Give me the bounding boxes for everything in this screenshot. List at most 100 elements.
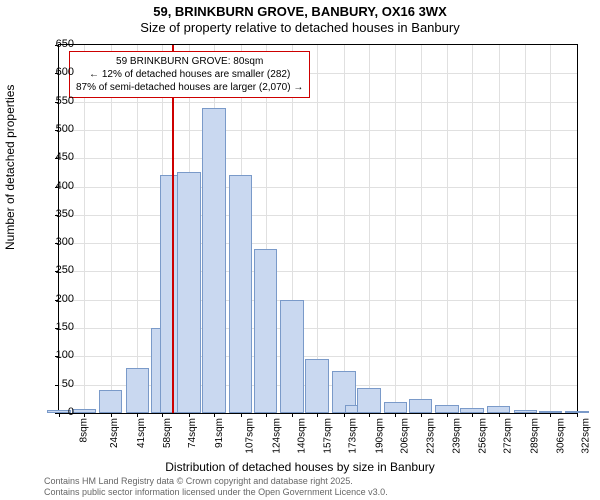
histogram-bar [254,249,277,413]
xtick-label: 140sqm [296,418,307,454]
xtick-label: 223sqm [426,418,437,454]
grid-vertical [421,45,422,413]
xtick-mark [421,413,422,417]
ytick-label: 300 [56,236,74,248]
grid-vertical [111,45,112,413]
xtick-label: 272sqm [503,418,514,454]
xtick-label: 24sqm [109,418,120,448]
xtick-label: 58sqm [162,418,173,448]
histogram-bar [72,409,95,413]
grid-vertical [550,45,551,413]
histogram-bar [514,410,537,413]
grid-vertical [344,45,345,413]
chart-container: 59, BRINKBURN GROVE, BANBURY, OX16 3WX S… [0,0,600,500]
histogram-bar [280,300,303,413]
xtick-mark [84,413,85,417]
ytick-label: 400 [56,180,74,192]
grid-vertical [472,45,473,413]
xtick-mark [266,413,267,417]
footer-attribution: Contains HM Land Registry data © Crown c… [44,476,388,498]
histogram-bar [229,175,252,413]
xtick-label: 256sqm [478,418,489,454]
histogram-bar [305,359,328,413]
ytick-label: 550 [56,95,74,107]
footer-line1: Contains HM Land Registry data © Crown c… [44,476,388,487]
histogram-bar [126,368,149,413]
histogram-bar [460,408,483,413]
xtick-mark [344,413,345,417]
xtick-mark [137,413,138,417]
ytick-label: 250 [56,264,74,276]
xtick-mark [472,413,473,417]
ytick-label: 600 [56,66,74,78]
ytick-label: 500 [56,123,74,135]
grid-vertical [369,45,370,413]
histogram-bar [202,108,225,413]
xtick-mark [550,413,551,417]
grid-vertical [137,45,138,413]
xtick-mark [214,413,215,417]
xtick-mark [292,413,293,417]
xtick-mark [525,413,526,417]
histogram-bar [357,388,380,413]
xtick-label: 289sqm [529,418,540,454]
xtick-mark [111,413,112,417]
xtick-mark [447,413,448,417]
grid-vertical [84,45,85,413]
xtick-label: 74sqm [187,418,198,448]
ytick-label: 200 [56,293,74,305]
ytick-label: 450 [56,151,74,163]
plot-area: 59 BRINKBURN GROVE: 80sqm ← 12% of detac… [58,44,578,414]
xtick-mark [241,413,242,417]
histogram-bar [565,411,588,413]
xtick-label: 107sqm [245,418,256,454]
xtick-mark [577,413,578,417]
histogram-bar [409,399,432,413]
xtick-mark [317,413,318,417]
x-axis-label: Distribution of detached houses by size … [0,460,600,474]
xtick-label: 306sqm [556,418,567,454]
grid-vertical [447,45,448,413]
xtick-label: 8sqm [78,418,89,442]
xtick-mark [162,413,163,417]
annotation-line3: 87% of semi-detached houses are larger (… [76,81,303,94]
ytick-label: 0 [68,406,74,418]
histogram-bar [539,411,562,413]
ytick-mark [55,385,59,386]
ytick-label: 650 [56,38,74,50]
ytick-label: 50 [62,378,74,390]
histogram-bar [177,172,200,413]
chart-title-line1: 59, BRINKBURN GROVE, BANBURY, OX16 3WX [0,4,600,19]
ytick-label: 100 [56,349,74,361]
grid-vertical [317,45,318,413]
xtick-mark [189,413,190,417]
annotation-line2: ← 12% of detached houses are smaller (28… [76,68,303,81]
ytick-label: 150 [56,321,74,333]
xtick-label: 91sqm [214,418,225,448]
annotation-line1: 59 BRINKBURN GROVE: 80sqm [76,55,303,68]
xtick-label: 124sqm [271,418,282,454]
xtick-label: 322sqm [581,418,592,454]
xtick-label: 190sqm [374,418,385,454]
xtick-label: 173sqm [348,418,359,454]
y-axis-label: Number of detached properties [3,85,17,250]
xtick-mark [59,413,60,417]
histogram-bar [384,402,407,413]
grid-vertical [499,45,500,413]
xtick-label: 239sqm [451,418,462,454]
xtick-mark [395,413,396,417]
footer-line2: Contains public sector information licen… [44,487,388,498]
xtick-label: 41sqm [136,418,147,448]
histogram-bar [487,406,510,413]
xtick-mark [499,413,500,417]
xtick-label: 206sqm [399,418,410,454]
grid-vertical [395,45,396,413]
chart-title-line2: Size of property relative to detached ho… [0,20,600,35]
reference-marker-line [172,45,174,413]
histogram-bar [99,390,122,413]
annotation-box: 59 BRINKBURN GROVE: 80sqm ← 12% of detac… [69,51,310,98]
grid-vertical [525,45,526,413]
histogram-bar [435,405,458,413]
xtick-label: 157sqm [323,418,334,454]
ytick-label: 350 [56,208,74,220]
